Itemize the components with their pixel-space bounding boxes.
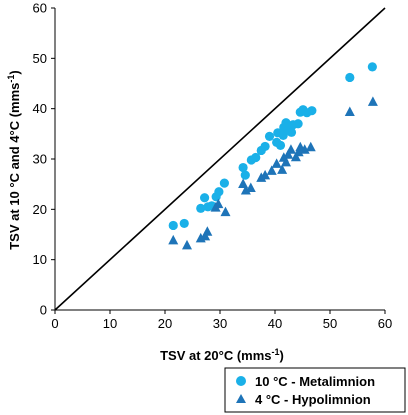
data-point-hypolimnion bbox=[220, 206, 231, 217]
data-point-hypolimnion bbox=[266, 165, 277, 175]
x-axis-title-superscript: -1 bbox=[272, 347, 280, 357]
data-point-hypolimnion bbox=[168, 234, 179, 245]
data-point-hypolimnion bbox=[285, 144, 296, 154]
y-tick-label: 60 bbox=[33, 1, 47, 16]
data-point-metalimnion bbox=[345, 72, 355, 83]
data-point-metalimnion bbox=[214, 187, 224, 197]
y-axis-title-main: TSV at 10 °C and 4°C (mms bbox=[7, 83, 22, 250]
legend-label-hypolimnion: 4 °C - Hypolimnion bbox=[255, 392, 371, 407]
data-point-metalimnion bbox=[196, 203, 206, 213]
x-axis-title-main: TSV at 20°C (mms bbox=[160, 348, 271, 363]
data-point-hypolimnion bbox=[290, 151, 301, 162]
y-axis-title-close: ) bbox=[7, 70, 22, 74]
data-point-metalimnion bbox=[260, 141, 270, 152]
legend-label-metalimnion: 10 °C - Metalimnion bbox=[255, 374, 375, 389]
data-point-hypolimnion bbox=[202, 226, 213, 236]
data-point-hypolimnion bbox=[213, 198, 224, 209]
reference-line-layer bbox=[54, 7, 386, 311]
legend: 10 °C - Metalimnion 4 °C - Hypolimnion bbox=[224, 367, 406, 413]
data-point-hypolimnion bbox=[240, 185, 251, 195]
data-point-hypolimnion bbox=[182, 239, 192, 250]
x-tick-label: 60 bbox=[378, 316, 392, 331]
legend-marker-circle bbox=[236, 376, 246, 386]
data-point-metalimnion bbox=[179, 218, 189, 229]
data-point-hypolimnion bbox=[245, 182, 256, 192]
data-point-metalimnion bbox=[240, 170, 250, 180]
data-point-metalimnion bbox=[238, 162, 248, 173]
data-point-hypolimnion bbox=[367, 96, 378, 106]
y-tick-label: 20 bbox=[33, 202, 47, 217]
y-tick-label: 50 bbox=[33, 51, 47, 66]
y-axis-title-superscript: -1 bbox=[6, 75, 16, 83]
x-axis-title-close: ) bbox=[280, 348, 284, 363]
y-tick-label: 40 bbox=[33, 101, 47, 116]
data-point-hypolimnion bbox=[260, 169, 271, 180]
data-point-hypolimnion bbox=[277, 164, 288, 174]
axes bbox=[51, 7, 386, 314]
x-tick-label: 0 bbox=[51, 316, 58, 331]
one-to-one-line bbox=[54, 7, 386, 311]
data-point-metalimnion bbox=[281, 118, 291, 128]
data-point-hypolimnion bbox=[305, 141, 316, 152]
x-tick-label: 20 bbox=[158, 316, 172, 331]
data-point-metalimnion bbox=[293, 119, 303, 129]
data-point-hypolimnion bbox=[256, 172, 267, 182]
y-tick-label: 0 bbox=[40, 303, 47, 318]
data-point-hypolimnion bbox=[271, 158, 282, 168]
x-axis-title: TSV at 20°C (mms-1) bbox=[160, 347, 284, 363]
data-point-metalimnion bbox=[168, 220, 178, 231]
x-tick-label: 30 bbox=[213, 316, 227, 331]
data-point-hypolimnion bbox=[283, 149, 294, 159]
data-point-hypolimnion bbox=[299, 144, 310, 154]
tick-labels: 0 10 20 30 40 50 60 0 10 20 30 40 50 60 bbox=[33, 1, 393, 332]
data-point-metalimnion bbox=[264, 131, 275, 141]
data-point-hypolimnion bbox=[344, 106, 355, 116]
data-point-metalimnion bbox=[286, 127, 297, 137]
x-tick-label: 40 bbox=[268, 316, 282, 331]
data-point-hypolimnion bbox=[293, 146, 304, 157]
data-point-metalimnion bbox=[251, 152, 261, 163]
y-tick-label: 10 bbox=[33, 252, 47, 267]
x-tick-label: 50 bbox=[323, 316, 337, 331]
data-point-metalimnion bbox=[275, 140, 286, 151]
data-point-metalimnion bbox=[367, 62, 377, 72]
legend-marker-triangle bbox=[236, 394, 246, 403]
y-axis-title: TSV at 10 °C and 4°C (mms-1) bbox=[6, 70, 22, 250]
data-points bbox=[168, 62, 378, 250]
data-point-hypolimnion bbox=[281, 156, 291, 167]
data-point-metalimnion bbox=[307, 106, 317, 116]
x-tick-label: 10 bbox=[103, 316, 117, 331]
legend-box bbox=[224, 367, 406, 413]
y-tick-label: 30 bbox=[33, 152, 47, 167]
data-point-metalimnion bbox=[200, 193, 210, 203]
data-point-metalimnion bbox=[219, 178, 229, 188]
